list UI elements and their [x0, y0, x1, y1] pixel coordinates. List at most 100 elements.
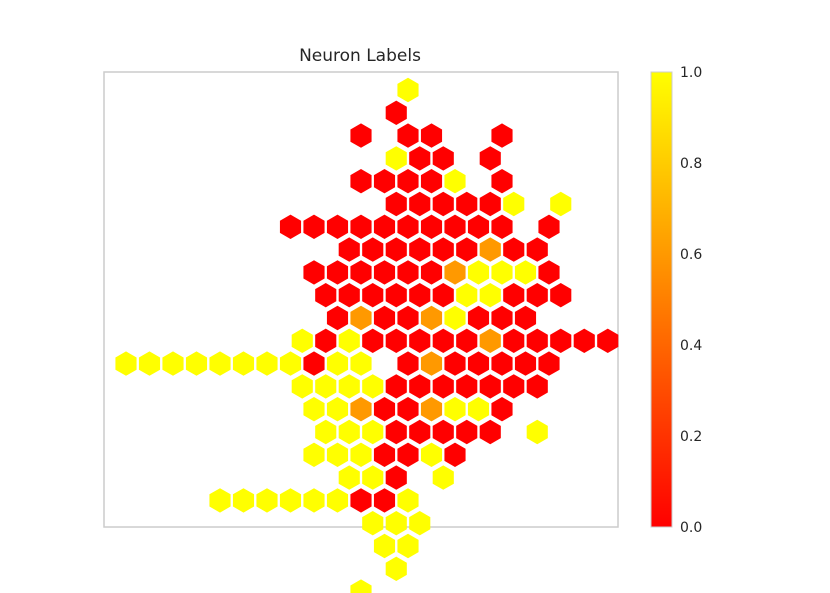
hex-cell: [409, 328, 431, 353]
hex-cell: [373, 397, 396, 422]
hex-cell: [385, 328, 407, 353]
hex-cell: [373, 214, 396, 239]
hex-cell: [420, 442, 443, 467]
hex-cell: [397, 397, 419, 422]
hex-cell: [444, 351, 466, 376]
hex-cell: [503, 283, 525, 308]
hex-cell: [456, 191, 478, 217]
hex-cell: [338, 374, 360, 399]
hex-cell: [350, 123, 372, 148]
hex-cell: [456, 419, 478, 445]
hex-cell: [397, 214, 419, 239]
hex-cell: [162, 351, 184, 376]
hex-cell: [373, 260, 396, 285]
hex-cell: [503, 237, 525, 262]
hex-cell: [491, 397, 513, 422]
hex-cell: [326, 305, 349, 331]
hex-cell: [409, 191, 431, 217]
hex-cell: [397, 488, 419, 513]
hex-cell: [491, 214, 513, 239]
hex-cell: [479, 328, 501, 353]
hex-cell: [420, 397, 443, 422]
hex-cell: [350, 579, 372, 593]
hex-cell: [362, 283, 384, 308]
hex-cell: [350, 260, 372, 285]
hex-cell: [456, 374, 478, 399]
hex-cell: [456, 237, 478, 262]
hex-cell: [385, 146, 407, 171]
hex-cell: [479, 419, 501, 445]
hex-cell: [397, 169, 419, 194]
hex-cell: [444, 442, 466, 467]
hex-cell: [338, 237, 360, 262]
hex-cell: [479, 237, 501, 262]
hex-cell: [550, 328, 572, 353]
hex-cell: [209, 488, 231, 513]
hex-cell: [538, 351, 560, 376]
hex-cell: [115, 351, 137, 376]
hex-cell: [491, 123, 513, 148]
hex-cell: [232, 351, 255, 376]
hex-cell: [550, 191, 572, 217]
hex-cell: [303, 260, 325, 285]
hex-cell: [503, 328, 525, 353]
hex-cell: [397, 123, 419, 148]
hex-cell: [362, 328, 384, 353]
hex-cell: [467, 351, 490, 376]
hex-cell: [326, 442, 349, 467]
hex-cell: [409, 419, 431, 445]
hex-cell: [326, 260, 349, 285]
hex-cell: [409, 237, 431, 262]
hex-cell: [291, 328, 313, 353]
hex-cell: [409, 511, 431, 536]
colorbar-tick-label: 0.8: [680, 156, 702, 172]
hex-cell: [373, 488, 396, 513]
hex-cell: [279, 488, 302, 513]
hex-cell: [432, 237, 454, 262]
hex-cell: [526, 374, 548, 399]
hex-cell: [467, 397, 490, 422]
hex-cell: [503, 191, 525, 217]
hex-cell: [385, 191, 407, 217]
hex-cell: [256, 488, 278, 513]
hex-cell: [385, 556, 407, 581]
colorbar: [650, 71, 673, 528]
hex-cell: [385, 419, 407, 445]
hex-cell: [597, 328, 619, 353]
hex-cell: [185, 351, 208, 376]
hex-cell: [315, 419, 337, 445]
hex-cell: [138, 351, 161, 376]
hex-cell: [362, 511, 384, 536]
hex-cell: [338, 419, 360, 445]
hex-cell: [397, 533, 419, 559]
hex-cell: [350, 488, 372, 513]
chart-title: Neuron Labels: [299, 46, 421, 66]
hex-cell: [479, 191, 501, 217]
colorbar-tick-label: 1.0: [680, 65, 702, 81]
hex-cell: [279, 214, 302, 239]
hex-cell: [350, 442, 372, 467]
hex-cell: [514, 351, 537, 376]
hex-cell: [444, 260, 466, 285]
hex-cell: [538, 260, 560, 285]
hex-cell: [373, 533, 396, 559]
hex-cell: [420, 214, 443, 239]
hex-cell: [385, 100, 407, 125]
hex-cell: [456, 328, 478, 353]
hex-cell: [432, 328, 454, 353]
hex-cell: [373, 169, 396, 194]
hex-cell: [420, 305, 443, 331]
hex-cell: [362, 237, 384, 262]
hex-cell: [303, 442, 325, 467]
hex-cell: [420, 169, 443, 194]
hex-cell: [397, 305, 419, 331]
hex-cell: [350, 397, 372, 422]
colorbar-ticks: 0.0 0.2 0.4 0.6 0.8 1.0: [680, 65, 702, 536]
hex-cell: [444, 397, 466, 422]
hex-cell: [514, 260, 537, 285]
colorbar-tick-label: 0.4: [680, 338, 702, 354]
hex-cell: [514, 305, 537, 331]
hex-cell: [315, 374, 337, 399]
hex-cell: [432, 374, 454, 399]
hex-cell: [350, 305, 372, 331]
